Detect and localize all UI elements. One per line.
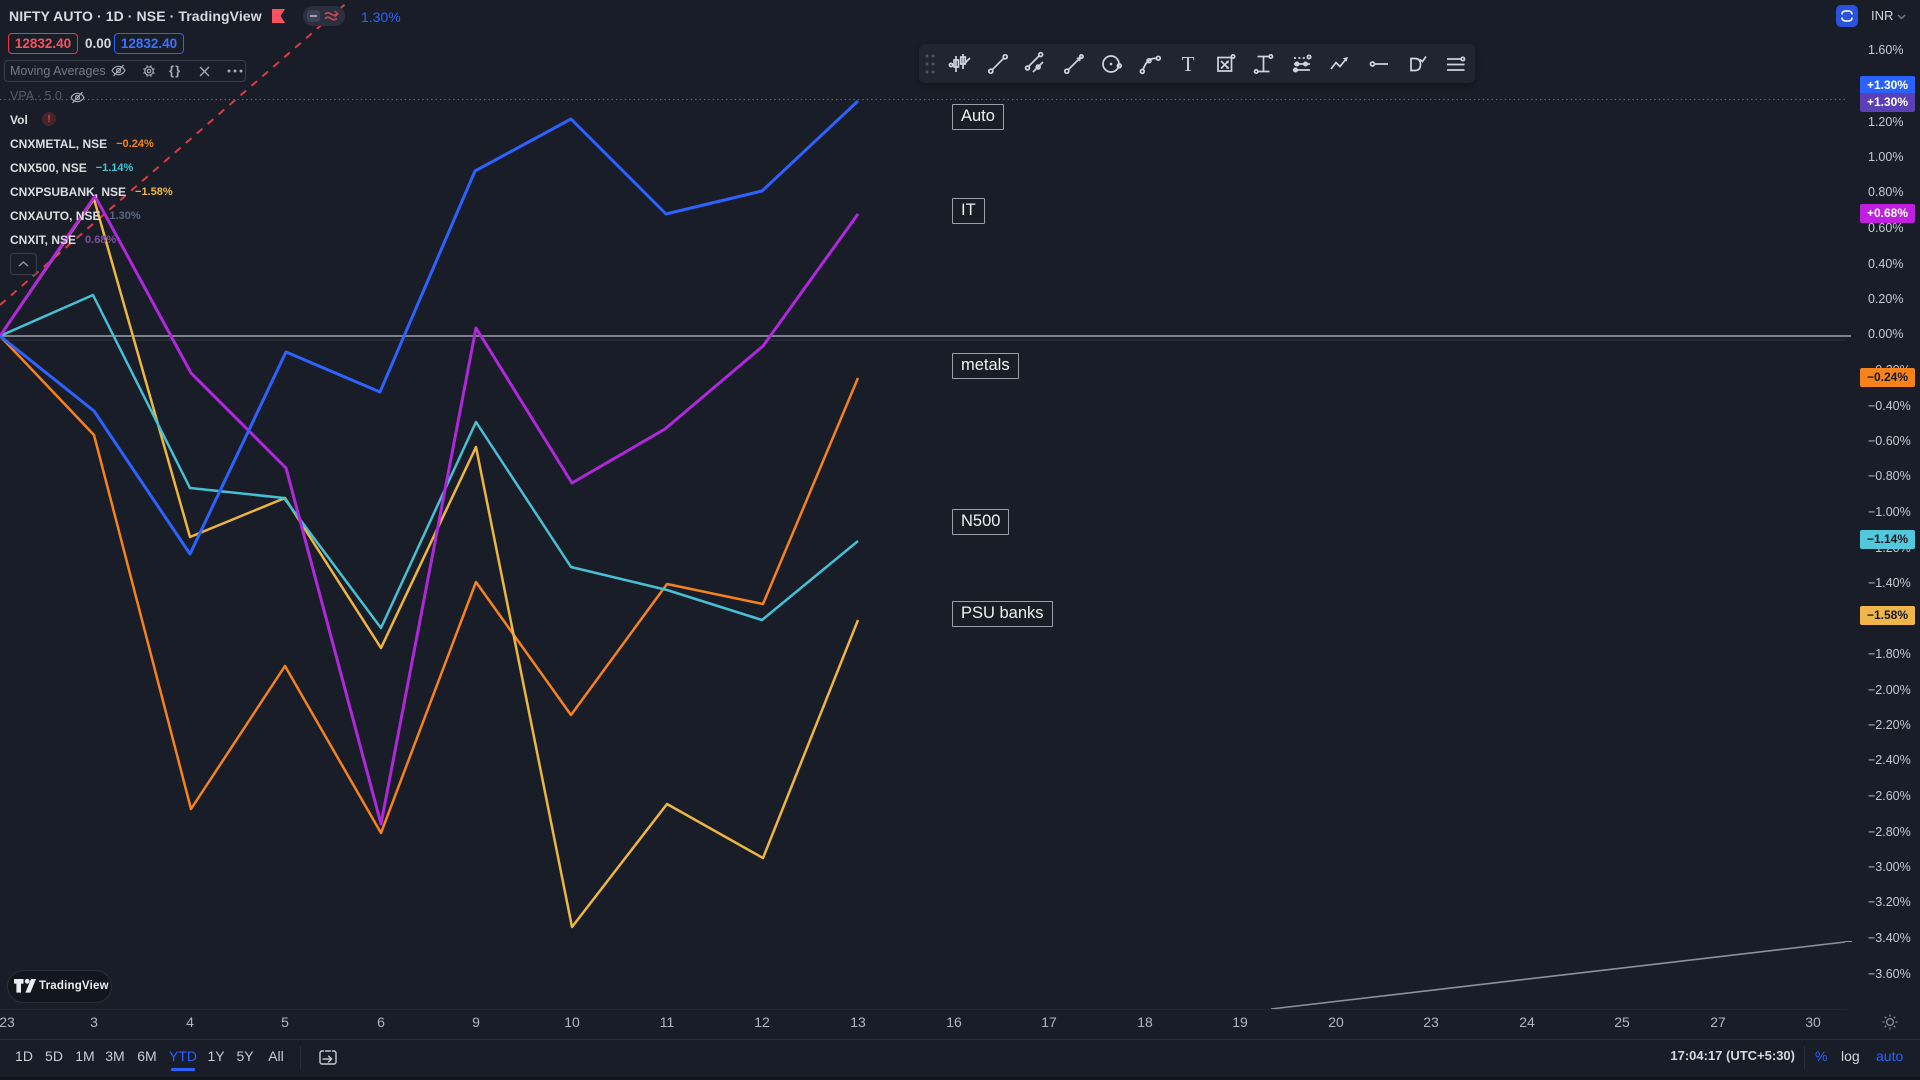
svg-text:T: T (1182, 52, 1195, 76)
